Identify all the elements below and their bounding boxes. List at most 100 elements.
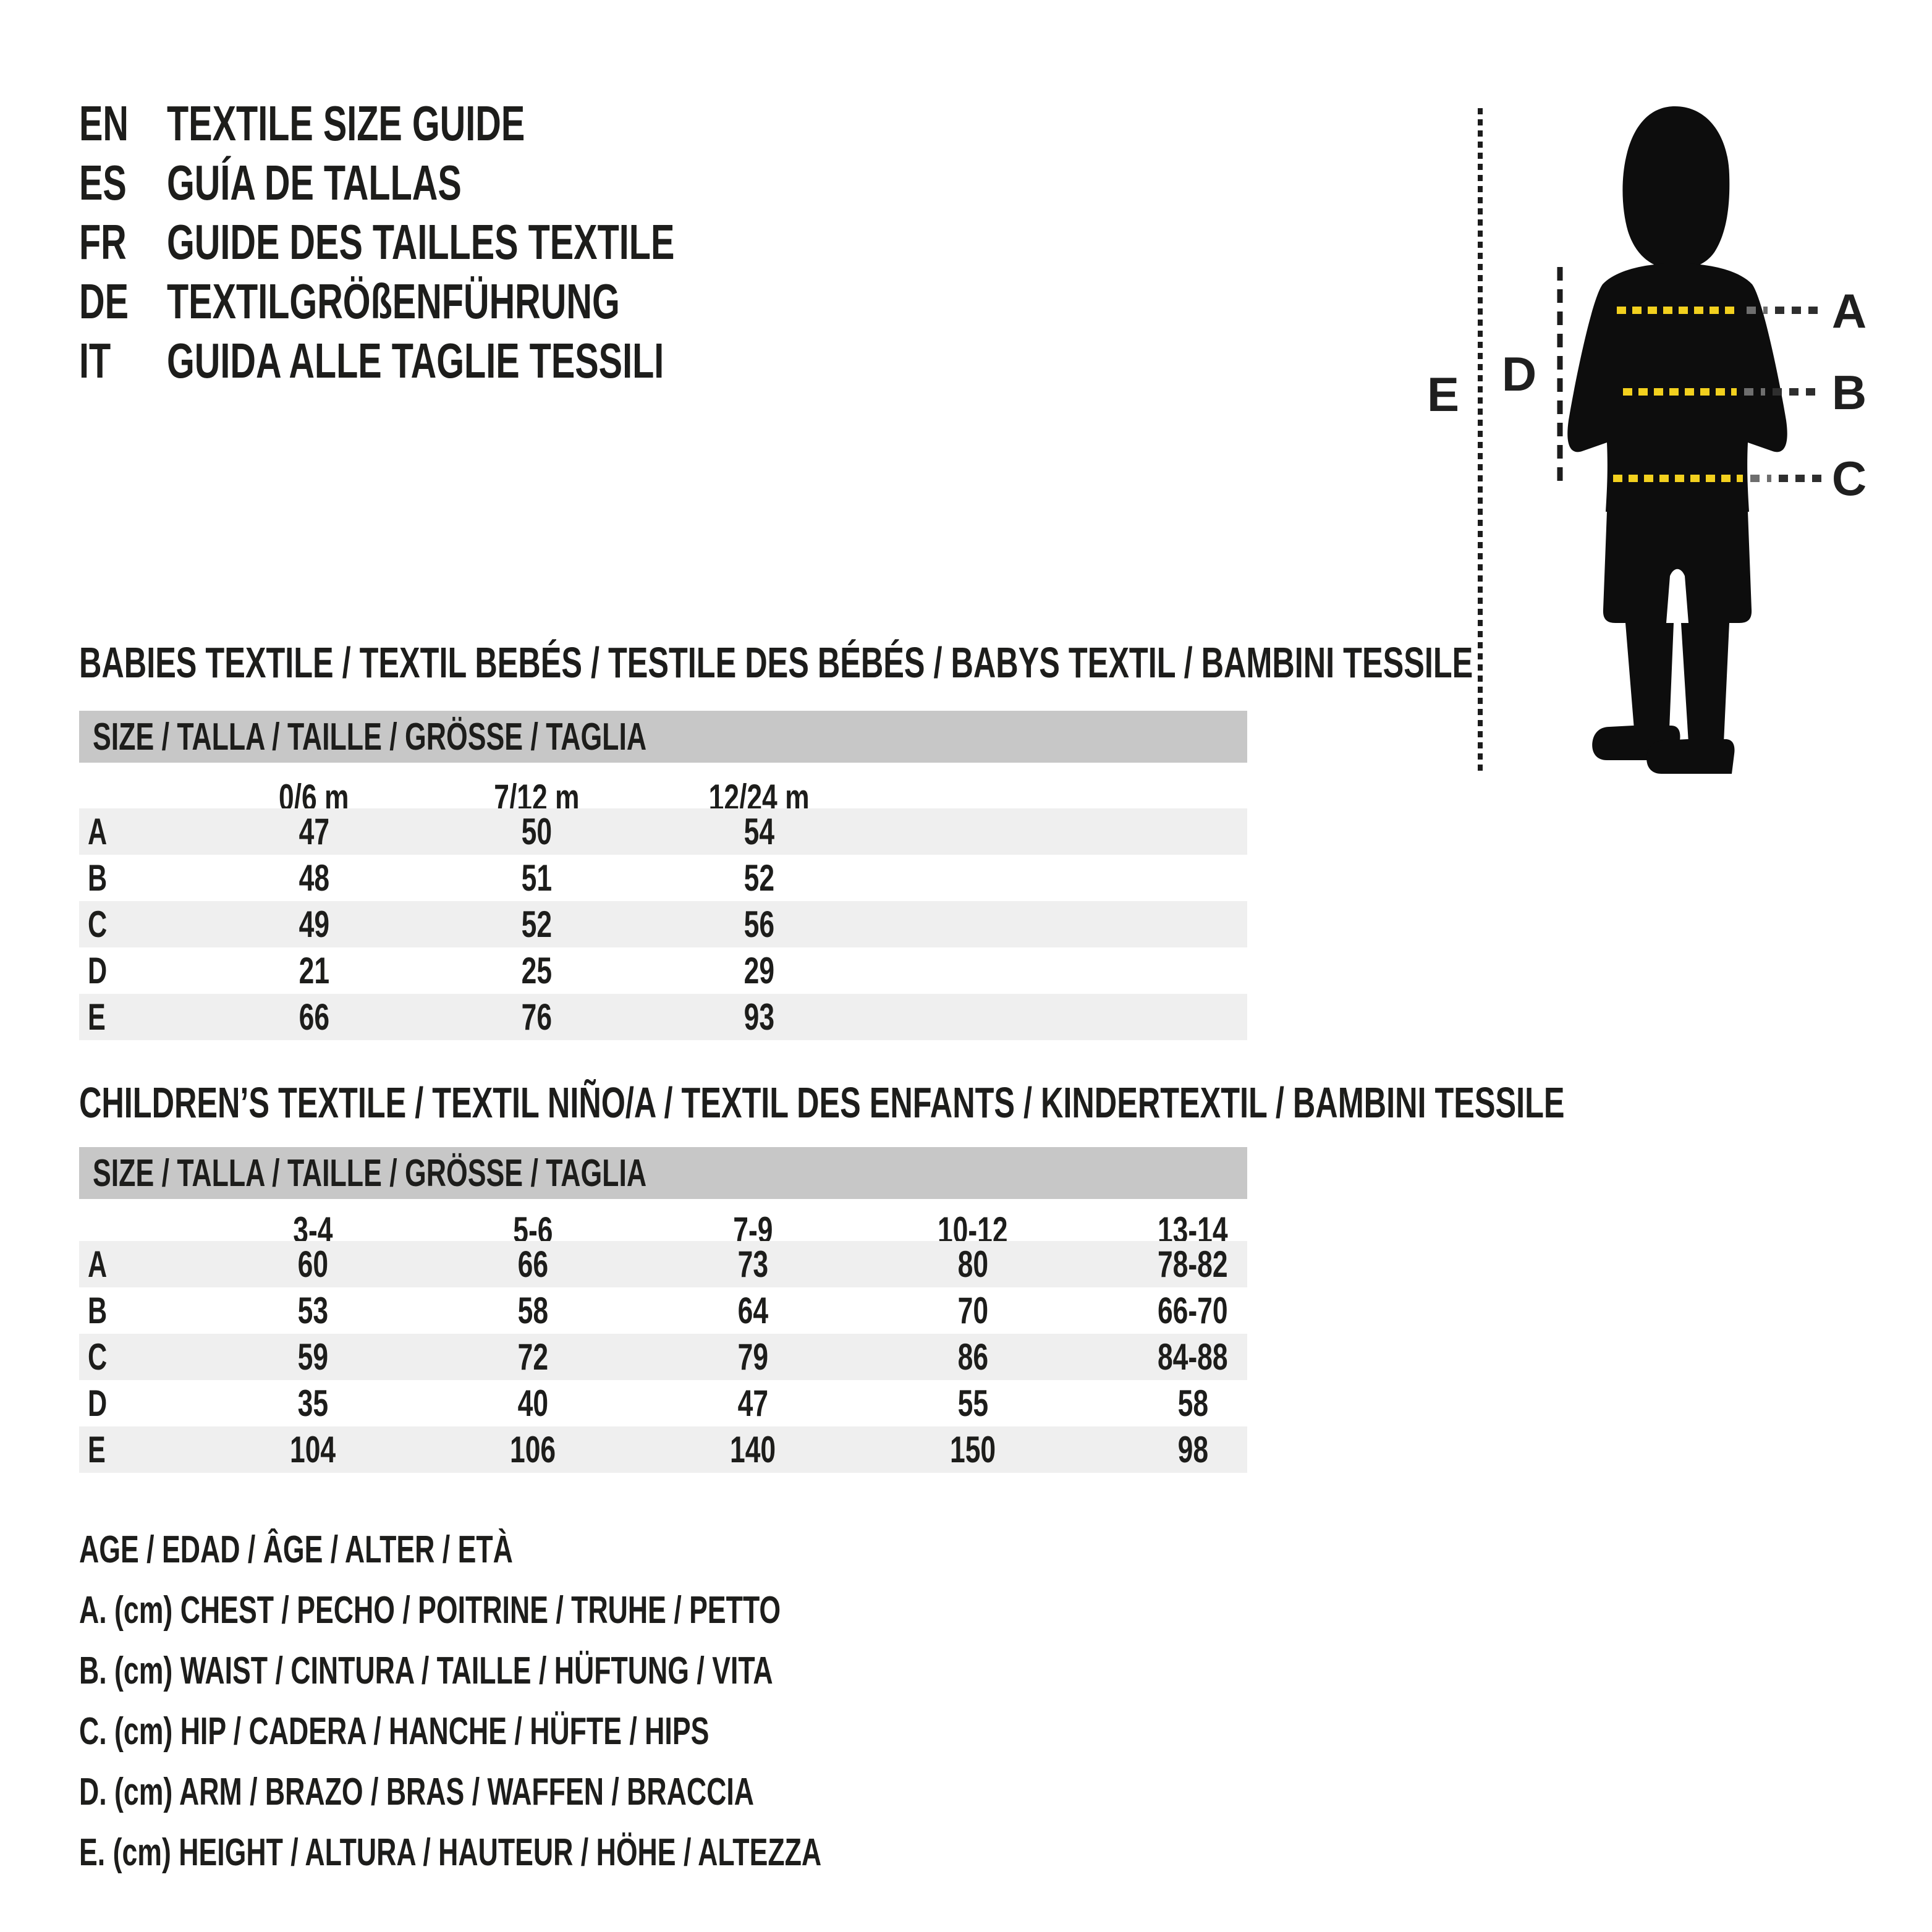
table-cell: 48 — [299, 857, 329, 899]
table-row: A 47 50 54 — [79, 808, 1247, 855]
table-row: A 60 66 73 80 78-82 — [79, 1241, 1247, 1287]
table-cell: 80 — [957, 1244, 988, 1285]
height-label-e: E — [1427, 367, 1459, 422]
row-label: E — [88, 1429, 106, 1470]
table-cell: 56 — [744, 904, 774, 945]
size-header-label: SIZE / TALLA / TAILLE / GRÖSSE / TAGLIA — [93, 1151, 647, 1195]
language-code: ES — [79, 155, 127, 210]
babies-table: A 47 50 54 B 48 51 52 C 49 52 56 D 21 25… — [79, 808, 1247, 1040]
table-cell: 53 — [297, 1290, 328, 1331]
row-label: C — [88, 904, 108, 945]
table-cell: 47 — [299, 811, 329, 852]
children-table: A 60 66 73 80 78-82 B 53 58 64 70 66-70 … — [79, 1241, 1247, 1473]
silhouette-left-leg — [1625, 623, 1674, 729]
language-code: EN — [79, 96, 129, 151]
row-label: A — [88, 811, 108, 852]
language-code: FR — [79, 214, 127, 269]
table-cell: 79 — [737, 1336, 768, 1378]
table-row: C 49 52 56 — [79, 901, 1247, 947]
table-cell: 73 — [737, 1244, 768, 1285]
table-cell: 66 — [517, 1244, 548, 1285]
silhouette-right-leg — [1681, 623, 1729, 743]
child-silhouette — [1567, 106, 1787, 774]
table-cell: 52 — [521, 904, 552, 945]
language-row-fr: FR GUIDE DES TAILLES TEXTILE — [79, 213, 872, 272]
chest-label-a: A — [1832, 284, 1866, 338]
arm-label-d: D — [1502, 347, 1536, 401]
table-row: D 35 40 47 55 58 — [79, 1380, 1247, 1426]
size-header-label: SIZE / TALLA / TAILLE / GRÖSSE / TAGLIA — [93, 715, 647, 758]
children-size-header-bar: SIZE / TALLA / TAILLE / GRÖSSE / TAGLIA — [79, 1147, 1247, 1199]
table-row: B 48 51 52 — [79, 855, 1247, 901]
table-cell: 86 — [957, 1336, 988, 1378]
row-label: A — [88, 1244, 108, 1285]
table-cell: 140 — [729, 1429, 776, 1470]
legend-line-chest: A. (cm) CHEST / PECHO / POITRINE / TRUHE… — [79, 1588, 781, 1632]
language-header: EN TEXTILE SIZE GUIDE ES GUÍA DE TALLAS … — [79, 94, 872, 391]
table-cell: 58 — [1177, 1383, 1208, 1424]
row-label: D — [88, 950, 108, 991]
table-cell: 54 — [744, 811, 774, 852]
waist-label-b: B — [1832, 365, 1866, 420]
table-cell: 66 — [299, 996, 329, 1038]
legend-line-height: E. (cm) HEIGHT / ALTURA / HAUTEUR / HÖHE… — [79, 1831, 822, 1874]
table-row: B 53 58 64 70 66-70 — [79, 1287, 1247, 1334]
table-cell: 59 — [297, 1336, 328, 1378]
table-cell: 76 — [521, 996, 552, 1038]
table-cell: 51 — [521, 857, 552, 899]
guide-title: GUIDE DES TAILLES TEXTILE — [167, 214, 675, 269]
silhouette-shorts — [1603, 512, 1752, 623]
row-label: C — [88, 1336, 108, 1378]
babies-table-title: BABIES TEXTILE / TEXTIL BEBÉS / TESTILE … — [79, 638, 1473, 687]
table-row: D 21 25 29 — [79, 947, 1247, 994]
table-cell: 106 — [509, 1429, 556, 1470]
language-code: IT — [79, 333, 111, 388]
table-cell: 84-88 — [1158, 1336, 1228, 1378]
table-cell: 58 — [517, 1290, 548, 1331]
legend-line-hip: C. (cm) HIP / CADERA / HANCHE / HÜFTE / … — [79, 1710, 710, 1753]
language-row-it: IT GUIDA ALLE TAGLIE TESSILI — [79, 331, 872, 391]
table-cell: 25 — [521, 950, 552, 991]
guide-title: TEXTILGRÖßENFÜHRUNG — [167, 274, 620, 329]
babies-size-header-bar: SIZE / TALLA / TAILLE / GRÖSSE / TAGLIA — [79, 711, 1247, 763]
table-cell: 35 — [297, 1383, 328, 1424]
table-cell: 21 — [299, 950, 329, 991]
guide-title: TEXTILE SIZE GUIDE — [167, 96, 525, 151]
language-row-es: ES GUÍA DE TALLAS — [79, 153, 872, 213]
legend-line-arm: D. (cm) ARM / BRAZO / BRAS / WAFFEN / BR… — [79, 1770, 755, 1813]
table-cell: 72 — [517, 1336, 548, 1378]
row-label: B — [88, 857, 108, 899]
table-cell: 60 — [297, 1244, 328, 1285]
child-measurement-figure: A B C D E — [1427, 106, 1866, 774]
table-cell: 78-82 — [1158, 1244, 1228, 1285]
table-cell: 55 — [957, 1383, 988, 1424]
guide-title: GUIDA ALLE TAGLIE TESSILI — [167, 333, 664, 388]
table-cell: 93 — [744, 996, 774, 1038]
measurement-legend: AGE / EDAD / ÂGE / ALTER / ETÀ A. (cm) C… — [79, 1519, 1110, 1883]
row-label: E — [88, 996, 106, 1038]
table-cell: 104 — [289, 1429, 336, 1470]
silhouette-head — [1622, 106, 1730, 269]
table-cell: 29 — [744, 950, 774, 991]
children-table-title: CHILDREN’S TEXTILE / TEXTIL NIÑO/A / TEX… — [79, 1078, 1565, 1127]
table-cell: 40 — [517, 1383, 548, 1424]
language-code: DE — [79, 274, 129, 329]
silhouette-shirt — [1567, 263, 1787, 512]
language-row-de: DE TEXTILGRÖßENFÜHRUNG — [79, 272, 872, 331]
silhouette-right-shoe — [1646, 739, 1735, 774]
table-cell: 150 — [949, 1429, 996, 1470]
guide-title: GUÍA DE TALLAS — [167, 155, 462, 210]
legend-line-age: AGE / EDAD / ÂGE / ALTER / ETÀ — [79, 1528, 513, 1571]
table-cell: 70 — [957, 1290, 988, 1331]
legend-line-waist: B. (cm) WAIST / CINTURA / TAILLE / HÜFTU… — [79, 1649, 773, 1692]
table-cell: 50 — [521, 811, 552, 852]
table-row: E 66 76 93 — [79, 994, 1247, 1040]
table-row: C 59 72 79 86 84-88 — [79, 1334, 1247, 1380]
language-row-en: EN TEXTILE SIZE GUIDE — [79, 94, 872, 153]
row-label: D — [88, 1383, 108, 1424]
table-cell: 49 — [299, 904, 329, 945]
hip-label-c: C — [1832, 451, 1866, 506]
row-label: B — [88, 1290, 108, 1331]
table-cell: 52 — [744, 857, 774, 899]
